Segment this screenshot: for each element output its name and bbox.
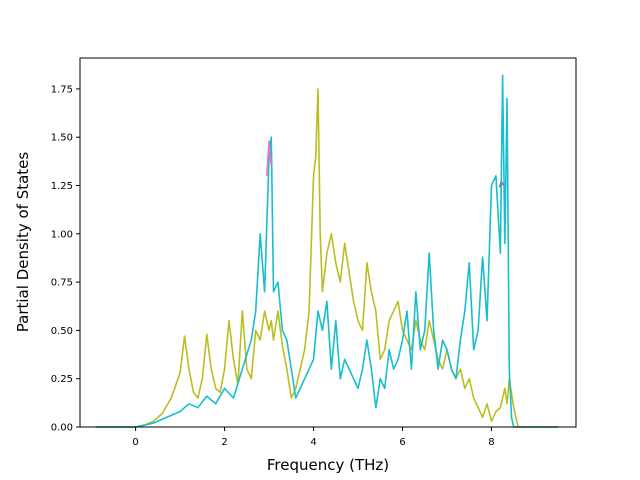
series-line-1 xyxy=(95,74,559,428)
y-axis-label: Partial Density of States xyxy=(14,152,32,333)
x-axis-ticks: 0 2 4 6 8 xyxy=(132,427,495,448)
series-line-3 xyxy=(498,180,505,188)
y-tick-label: 0.75 xyxy=(51,278,73,289)
x-tick-label: 6 xyxy=(399,437,405,448)
y-tick-label: 0.25 xyxy=(51,374,73,385)
x-axis-label: Frequency (THz) xyxy=(267,456,389,474)
y-tick-label: 0.50 xyxy=(51,326,73,337)
y-tick-label: 1.00 xyxy=(51,229,73,240)
x-tick-label: 4 xyxy=(310,437,316,448)
x-tick-label: 2 xyxy=(221,437,227,448)
x-tick-label: 8 xyxy=(488,437,494,448)
y-tick-label: 1.25 xyxy=(51,181,73,192)
y-tick-label: 1.75 xyxy=(51,84,73,95)
y-tick-label: 1.50 xyxy=(51,133,73,144)
y-axis-ticks: 0.00 0.25 0.50 0.75 1.00 1.25 1.50 1.75 xyxy=(51,84,80,434)
y-tick-label: 0.00 xyxy=(51,423,73,434)
x-tick-label: 0 xyxy=(132,437,138,448)
plot-frame xyxy=(79,57,577,428)
series-line-0 xyxy=(95,88,559,428)
series-line-2 xyxy=(266,140,273,176)
plot-lines xyxy=(95,74,559,428)
